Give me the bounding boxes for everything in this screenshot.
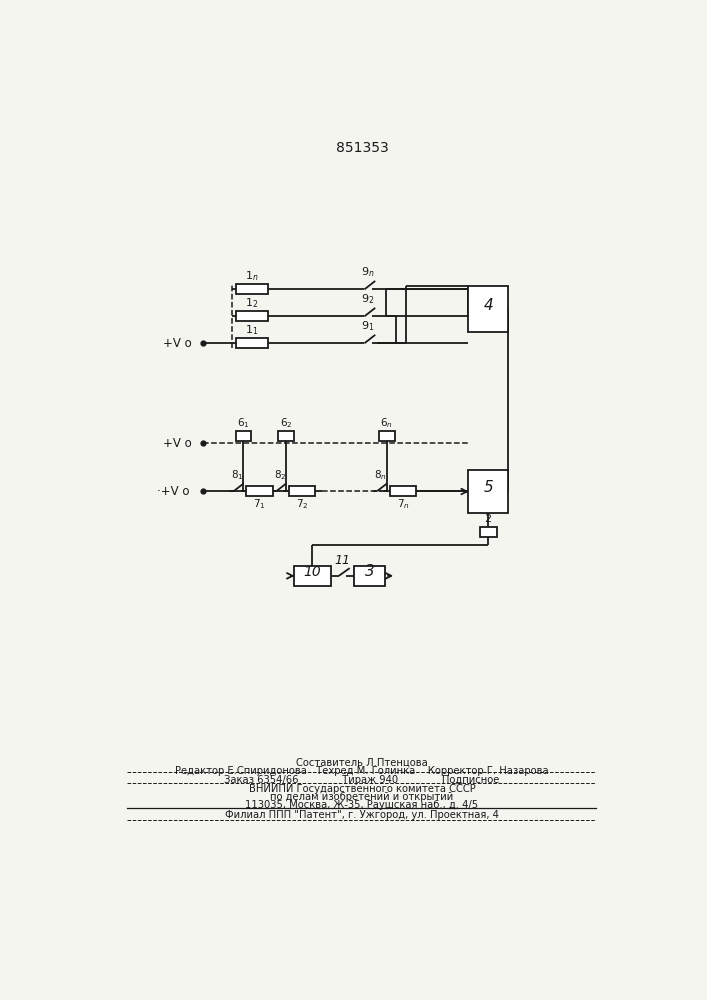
Text: $7_n$: $7_n$ [397, 498, 409, 511]
Text: 3: 3 [365, 564, 375, 579]
Text: Филиал ППП "Патент", г. Ужгород, ул. Проектная, 4: Филиал ППП "Патент", г. Ужгород, ул. Про… [225, 810, 499, 820]
Text: $7_1$: $7_1$ [253, 498, 266, 511]
Text: 5: 5 [484, 480, 493, 495]
Text: $2$: $2$ [484, 512, 492, 524]
Text: $9_n$: $9_n$ [361, 266, 375, 279]
Text: $7_2$: $7_2$ [296, 498, 308, 511]
Bar [480, 527, 497, 537]
Text: $1_n$: $1_n$ [245, 269, 259, 283]
Bar [279, 431, 293, 441]
Text: 11: 11 [334, 554, 351, 567]
Bar [354, 566, 385, 586]
Text: ВНИИПИ Государственного комитета СССР: ВНИИПИ Государственного комитета СССР [249, 784, 475, 794]
Text: $9_2$: $9_2$ [361, 293, 375, 306]
Bar [468, 286, 508, 332]
Text: 113035, Москва, Ж-35, Раушская наб., д. 4/5: 113035, Москва, Ж-35, Раушская наб., д. … [245, 800, 479, 810]
Text: +V o: +V o [163, 337, 192, 350]
Text: $9_1$: $9_1$ [361, 319, 375, 333]
Text: $6_2$: $6_2$ [280, 416, 292, 430]
Text: $6_1$: $6_1$ [237, 416, 250, 430]
Text: $8_n$: $8_n$ [374, 468, 387, 482]
Bar [289, 486, 315, 496]
Text: 10: 10 [303, 565, 321, 579]
Text: по делам изобретений и открытий: по делам изобретений и открытий [270, 792, 454, 802]
Text: 851353: 851353 [336, 141, 388, 155]
Text: Заказ 6354/66              Тираж 940              Подписное: Заказ 6354/66 Тираж 940 Подписное [224, 775, 500, 785]
Bar [235, 284, 268, 294]
Bar [235, 431, 251, 441]
Text: ·+V o: ·+V o [157, 485, 189, 498]
Bar [390, 486, 416, 496]
Bar [468, 470, 508, 513]
Text: +V o: +V o [163, 437, 192, 450]
Text: $6_n$: $6_n$ [380, 416, 393, 430]
Text: $8_1$: $8_1$ [230, 468, 243, 482]
Bar [235, 338, 268, 348]
Text: 4: 4 [484, 298, 493, 312]
Text: $8_2$: $8_2$ [274, 468, 286, 482]
Text: $1_1$: $1_1$ [245, 323, 259, 337]
Text: Составитель Л.Птенцова: Составитель Л.Птенцова [296, 758, 428, 768]
Text: $1_2$: $1_2$ [245, 296, 259, 310]
Text: Редактор Е.Спиридонова   Техред М. Голинка    Корректор Г. Назарова: Редактор Е.Спиридонова Техред М. Голинка… [175, 766, 549, 776]
Bar [235, 311, 268, 321]
Bar [247, 486, 273, 496]
Bar [293, 566, 331, 586]
Bar [379, 431, 395, 441]
